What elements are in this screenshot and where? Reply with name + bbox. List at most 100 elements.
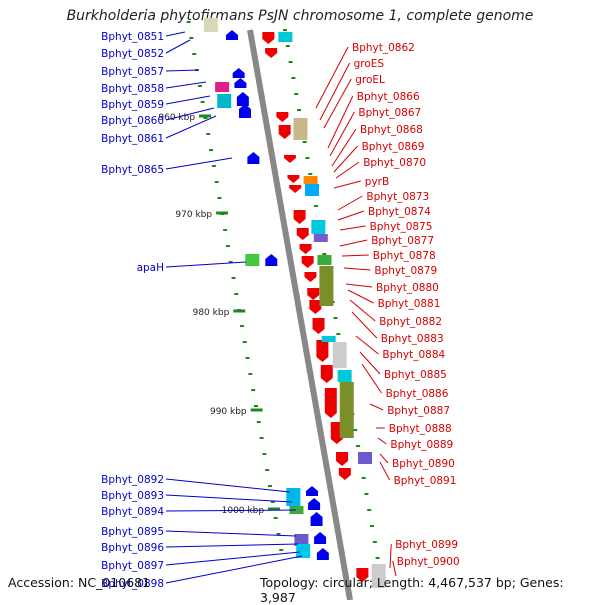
feature-block [305, 184, 320, 196]
feature-block [311, 220, 326, 234]
leader-line [165, 95, 211, 105]
leader-line [339, 239, 368, 247]
gene-label-left: Bphyt_0897 [101, 560, 164, 572]
gene-arrow-reverse [324, 388, 337, 418]
gene-label-right: Bphyt_0875 [370, 221, 433, 233]
gene-label-left: Bphyt_0865 [101, 164, 164, 176]
tick-label: 960 kbp [158, 113, 195, 123]
feature-block [294, 534, 309, 546]
gene-arrow-reverse [309, 300, 322, 314]
leader-line [343, 267, 371, 271]
tick-label: 990 kbp [210, 407, 247, 417]
gene-label-right: Bphyt_0877 [371, 235, 434, 247]
leader-line [165, 39, 191, 54]
feature-block [289, 506, 304, 514]
gene-label-right: pyrB [365, 176, 389, 188]
gene-arrow-reverse [296, 228, 309, 240]
gene-arrow-forward [265, 254, 278, 266]
gene-arrow-reverse [316, 340, 329, 362]
gene-label-right: Bphyt_0874 [368, 206, 431, 218]
label-layer: Bphyt_0851 Bphyt_0852 Bphyt_0857 Bphyt_0858… [101, 31, 459, 590]
gene-label-left: Bphyt_0898 [101, 578, 164, 590]
gene-arrow-forward [308, 498, 321, 510]
feature-block [286, 488, 301, 506]
gene-label-left: Bphyt_0895 [101, 526, 164, 538]
gene-arrow-reverse [289, 185, 302, 193]
gene-label-right: Bphyt_0881 [378, 298, 441, 310]
leader-line [359, 351, 381, 375]
gene-arrow-forward [310, 512, 323, 526]
gene-label-left: Bphyt_0852 [101, 48, 164, 60]
leader-line [165, 107, 215, 121]
leader-line [165, 494, 293, 503]
gene-arrow-forward [238, 104, 251, 118]
leader-line [345, 283, 373, 288]
leader-line [323, 78, 352, 129]
leader-line [165, 261, 247, 268]
feature-block [303, 176, 318, 184]
leader-line [331, 128, 357, 167]
feature-block [317, 255, 332, 265]
leader-line [327, 95, 354, 149]
feature-block [371, 564, 386, 588]
gene-arrow-reverse [276, 112, 289, 122]
gene-arrow-reverse [336, 452, 349, 466]
gene-label-right: Bphyt_0879 [374, 265, 437, 277]
gene-label-right: Bphyt_0866 [357, 91, 420, 103]
gene-label-right: Bphyt_0899 [395, 539, 458, 551]
leader-layer [165, 31, 397, 584]
leader-line [165, 81, 207, 89]
leader-line [333, 145, 358, 173]
gene-label-left: Bphyt_0894 [101, 506, 164, 518]
gene-label-left: Bphyt_0851 [101, 31, 164, 43]
feature-block [319, 266, 334, 306]
gene-arrow-reverse [320, 365, 333, 383]
gene-arrow-reverse [262, 32, 275, 44]
gene-arrow-reverse [278, 125, 291, 139]
leader-line [369, 403, 384, 411]
gene-label-right: Bphyt_0884 [382, 349, 445, 361]
leader-line [165, 530, 297, 537]
gene-label-right: Bphyt_0891 [394, 475, 457, 487]
feature-block [278, 32, 293, 42]
leader-line [329, 111, 355, 157]
gene-label-right: Bphyt_0873 [366, 191, 429, 203]
gene-label-left: Bphyt_0893 [101, 490, 164, 502]
gene-arrow-reverse [299, 244, 312, 254]
leader-line [165, 555, 303, 584]
leader-line [165, 551, 301, 566]
gene-label-right: Bphyt_0867 [358, 107, 421, 119]
leader-line [389, 543, 392, 569]
feature-block [215, 82, 230, 92]
feature-block [337, 370, 352, 382]
feature-block [245, 254, 260, 266]
leader-line [392, 560, 397, 577]
gene-label-left: Bphyt_0896 [101, 542, 164, 554]
leader-line [347, 289, 374, 304]
leader-line [165, 478, 291, 493]
gene-label-left: Bphyt_0860 [101, 115, 164, 127]
gene-label-left: Bphyt_0892 [101, 474, 164, 486]
leader-line [337, 210, 365, 221]
leader-line [335, 161, 360, 179]
leader-line [355, 335, 379, 355]
feature-block [296, 544, 311, 558]
gene-label-right: groES [354, 58, 385, 70]
gene-arrow-forward [236, 92, 249, 106]
feature-block [321, 336, 336, 342]
feature-block [332, 342, 347, 368]
gene-arrow-reverse [338, 468, 351, 480]
gene-arrow-reverse [301, 256, 314, 268]
tick-label: 1000 kbp [222, 506, 265, 516]
gene-arrow-reverse [265, 48, 278, 58]
gene-arrow-forward [306, 486, 318, 496]
gene-label-right: Bphyt_0868 [360, 124, 423, 136]
leader-line [361, 363, 383, 394]
gene-label-right: Bphyt_0888 [389, 423, 452, 435]
gene-label-right: Bphyt_0900 [397, 556, 460, 568]
gene-layer [203, 18, 386, 588]
gene-label-right: Bphyt_0883 [381, 333, 444, 345]
tick-label: 980 kbp [193, 308, 230, 318]
gene-label-right: Bphyt_0880 [376, 282, 439, 294]
leader-line [315, 46, 349, 109]
